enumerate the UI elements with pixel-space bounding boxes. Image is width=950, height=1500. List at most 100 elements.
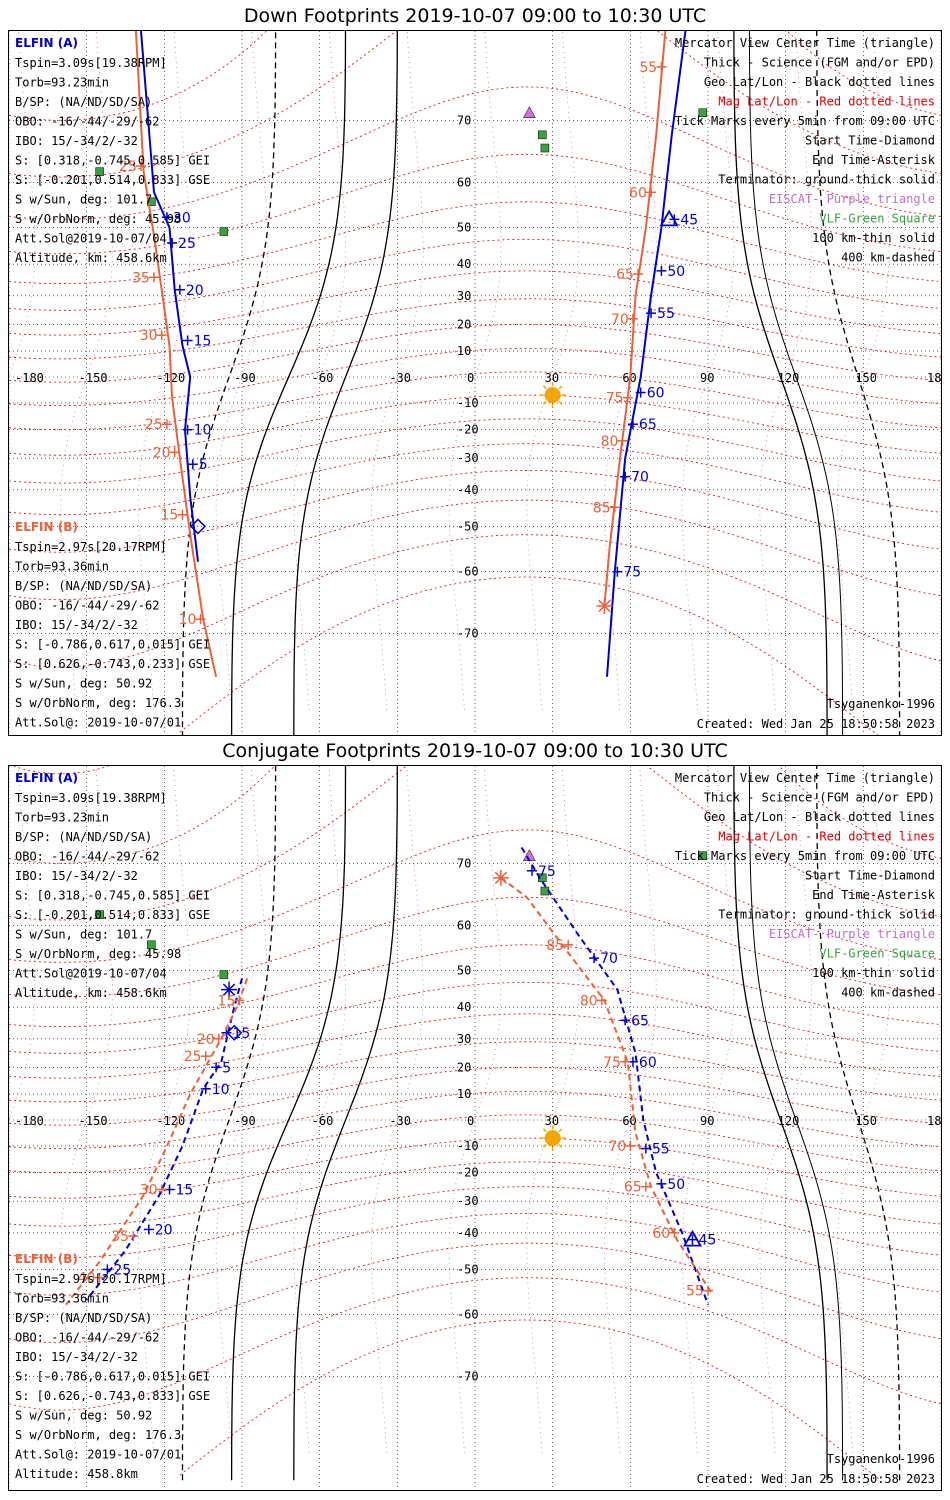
mag-lat-line [9,1137,941,1199]
elfin-a-info-line: S: [0.318,-0.745,0.585] GEI [15,889,210,903]
model-label: Tsyganenko-1996 [827,1452,935,1466]
vlf-square [538,130,547,140]
track-tick-label: 30 [140,328,158,344]
track-tick-label: 55 [639,60,657,76]
elfin-a-info-line: IBO: 15/-34/2/-32 [15,869,138,883]
lat-tick-label: -60 [457,1308,479,1322]
mag-lat-line [9,1186,941,1259]
panel-title-conjugate: Conjugate Footprints 2019-10-07 09:00 to… [222,740,728,762]
elfin-b-info-line: IBO: 15/-34/2/-32 [15,618,138,632]
legend-line: Mercator View Center Time (triangle) [675,771,935,785]
elfin-a-info-line: Altitude, km: 458.6km [15,251,167,265]
elfin-a-info-line: IBO: 15/-34/2/-32 [15,134,138,148]
legend-line: Tick Marks every 5min from 09:00 UTC [675,849,935,863]
mag-lat-line [9,298,941,360]
sun-ray [542,385,547,390]
track-tick-label: 65 [624,1180,642,1196]
vlf-square [540,143,550,153]
elfin-a-info-line: Tspin=3.09s[19.38RPM] [15,791,167,805]
legend-line: Mag Lat/Lon - Red dotted lines [718,95,935,109]
elfin-b-info-line: S: [-0.786,0.617,0.015] GEI [15,638,210,652]
lat-tick-label: 60 [457,918,471,932]
lat-tick-label: -40 [457,1226,479,1240]
terminator-curve [230,766,347,1481]
legend-line: Thick - Science (FGM and/or EPD) [704,56,935,70]
track-tick-label: 20 [197,1032,215,1048]
track-tick-label: 65 [639,417,657,433]
track-tick-label: 60 [647,386,665,402]
mag-lat-line [9,1161,941,1227]
footprint-track [140,31,199,562]
lat-tick-label: 70 [457,856,471,870]
elfin-b-info-line: B/SP: (NA/ND/SD/SA) [15,1311,152,1325]
elfin-b-info-line: S: [-0.786,0.617,0.015] GEI [15,1370,210,1384]
lat-tick-label: -30 [457,1194,479,1208]
mag-lat-line [9,499,941,601]
elfin-b-info-line: Altitude: 458.8km [15,1467,138,1481]
elfin-a-info-line: S w/Sun, deg: 101.7 [15,928,152,942]
map-svg-down: -180-150-120-90-60-300306090120150180706… [9,31,941,735]
lon-tick-label: -180 [15,1114,44,1128]
mag-lat-line [9,1041,941,1103]
sun-ray [558,1143,563,1148]
lat-tick-label: -60 [457,565,479,579]
lat-tick-label: 70 [457,113,471,127]
elfin-b-info-line: OBO: -16/-44/-29/-62 [15,599,160,613]
eiscat-triangle [522,106,536,118]
sun-ray [558,385,563,390]
sun-ray [542,1143,547,1148]
footprint-track [603,31,667,607]
track-tick-label: 45 [680,212,698,228]
track-tick-label: 15 [176,1183,194,1199]
elfin-b-info-line: Tspin=2.97s[20.17RPM] [15,540,167,554]
mag-lat-line [9,348,941,406]
legend-line: EISCAT- Purple triangle [769,192,935,206]
track-tick-label: 20 [155,1222,173,1238]
terminator-curve [748,766,844,1481]
lon-tick-label: 0 [467,1114,474,1128]
track-tick-label: 30 [173,210,191,226]
vlf-square [147,197,156,207]
track-tick-label: 70 [611,312,629,328]
track-tick-label: 40 [78,1271,96,1287]
lon-tick-label: 0 [467,371,474,385]
track-tick-label: 10 [194,423,212,439]
lat-tick-label: -30 [457,451,479,465]
elfin-a-info-line: OBO: -16/-44/-29/-62 [15,850,160,864]
footprint-track [606,31,687,677]
start-diamond [226,1024,243,1041]
elfin-a-info-line: S w/Sun, deg: 101.7 [15,193,152,207]
lat-tick-label: 50 [457,221,471,235]
terminator-curve [748,31,844,735]
lon-tick-label: 150 [855,1114,877,1128]
lon-tick-label: -120 [156,1114,185,1128]
lon-tick-label: -60 [312,371,334,385]
legend-line: 400 km-dashed [841,986,935,1000]
track-tick-label: 55 [657,306,675,322]
footprint-track [500,877,715,1296]
track-tick-label: 80 [580,993,598,1009]
terminator-curve [230,31,347,735]
track-tick-label: 60 [629,185,647,201]
track-tick-label: 15 [160,508,178,524]
lon-tick-label: -150 [79,1114,108,1128]
lat-tick-label: -70 [457,627,479,641]
elfin-b-info-line: IBO: 15/-34/2/-32 [15,1350,138,1364]
mag-lat-line [9,1066,941,1126]
track-tick-label: 85 [593,500,611,516]
lat-tick-label: -50 [457,1262,479,1276]
lat-tick-label: 20 [457,317,471,331]
track-tick-label: 35 [111,1229,129,1245]
mag-lat-line [9,86,941,220]
sun-marker [544,1130,561,1147]
terminator-curve [733,31,828,735]
track-tick-label: 75 [623,565,641,581]
elfin-a-info-line: Tspin=3.09s[19.38RPM] [15,56,167,70]
vlf-square [95,167,104,176]
legend-line: Thick - Science (FGM and/or EPD) [704,791,935,805]
lat-tick-label: -20 [457,1166,479,1180]
footprint-track [65,978,249,1306]
elfin-b-info-line: Torb=93.36min [15,560,109,574]
panel-title-down: Down Footprints 2019-10-07 09:00 to 10:3… [243,5,707,27]
track-tick-label: 45 [698,1233,716,1249]
